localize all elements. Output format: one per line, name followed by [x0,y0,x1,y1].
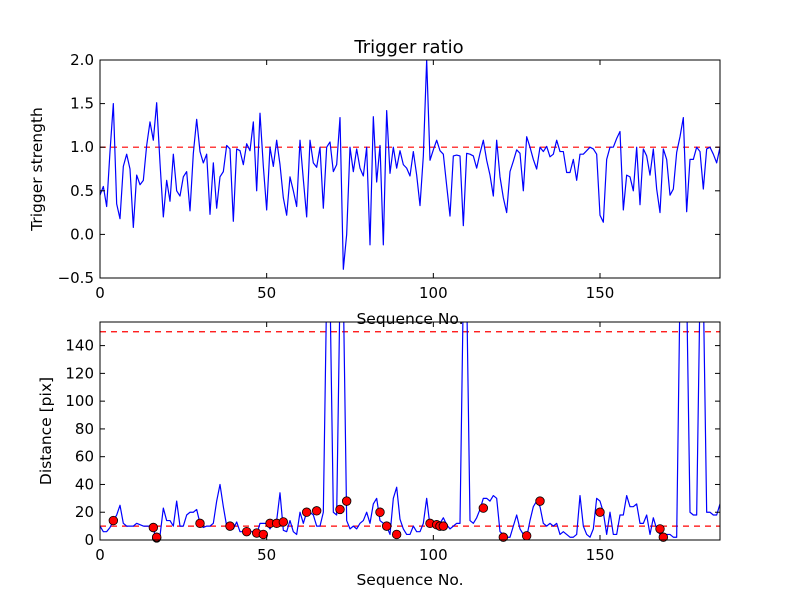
chart-distance: 0 50 100 150 0 20 40 60 80 100 120 140 Sequence No.… [37,321,721,589]
data-marker [258,529,269,540]
data-marker [148,522,159,533]
data-marker [311,506,322,516]
data-marker [335,504,345,515]
x-tick-label: 100 [419,546,448,564]
x-tick-label: 0 [95,546,105,564]
y-axis-label: Trigger strength [28,107,46,232]
x-tick-label: 50 [257,284,276,302]
y-tick-label: −0.5 [58,269,94,287]
data-marker [375,507,385,517]
data-marker [535,496,545,506]
data-marker [195,518,205,529]
data-marker [391,529,402,540]
data-marker [151,532,162,542]
data-marker [655,524,665,534]
y-tick-label: 1.0 [70,138,94,156]
data-marker [381,521,392,531]
y-tick-label: 1.5 [70,95,94,113]
axes-frame [99,59,721,279]
chart-title: Trigger ratio [353,37,463,58]
y-tick-label: 2.0 [70,51,94,69]
y-tick-label: 100 [65,392,94,410]
data-marker [478,503,489,513]
y-tick-label: 40 [75,475,94,493]
plot-area [100,60,720,270]
data-marker [595,507,605,517]
x-tick-label: 150 [586,546,615,564]
y-tick-label: 60 [75,448,94,466]
data-marker [498,532,509,542]
x-tick-label: 50 [257,546,276,564]
x-tick-label: 0 [95,284,105,302]
y-tick-label: 140 [65,337,94,355]
axes-ticks: 0 50 100 150 0 20 40 60 80 100 120 140 [65,322,720,564]
axes-frame [99,321,721,541]
y-tick-label: 20 [75,503,94,521]
data-marker [341,496,352,506]
series-line-0 [100,322,720,538]
x-axis-label: Sequence No. [356,310,463,328]
y-tick-label: 120 [65,364,94,382]
x-axis-label: Sequence No. [356,571,463,589]
data-marker [225,521,235,531]
y-tick-label: 0.5 [70,182,94,200]
data-marker [108,515,119,526]
y-axis-label: Distance [pix] [37,377,55,485]
data-marker [521,531,532,541]
y-tick-label: 0 [84,531,94,549]
series-line-0 [100,60,720,270]
data-marker [278,517,289,527]
marker-layer [108,496,669,543]
data-marker [658,532,669,542]
axes-ticks: 0 50 100 150 −0.5 0.0 0.5 1.0 1.5 2.0 [58,51,720,302]
data-marker [241,526,252,537]
chart-trigger-ratio: Trigger ratio 0 50 100 150 −0.5 0.0 0.5 1.0 1.5 2… [28,37,721,328]
y-tick-label: 0.0 [70,225,94,243]
data-marker [301,507,312,517]
x-tick-label: 100 [419,284,448,302]
data-marker [438,521,449,531]
y-tick-label: 80 [75,420,94,438]
x-tick-label: 150 [586,284,615,302]
